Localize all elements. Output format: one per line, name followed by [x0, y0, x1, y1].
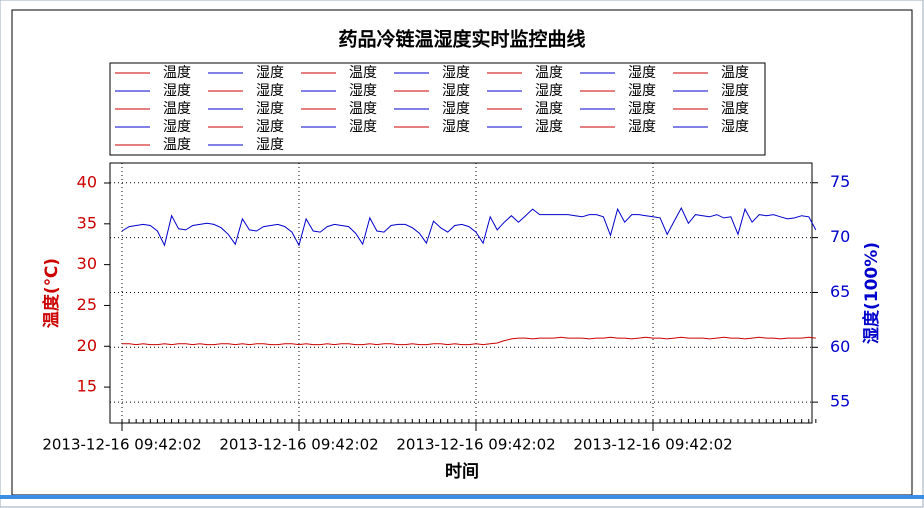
- bottom-bar: [0, 495, 924, 499]
- legend-label: 湿度: [349, 119, 377, 135]
- legend-label: 湿度: [442, 119, 470, 135]
- y2-axis-label: 湿度(100%): [861, 242, 882, 344]
- series-line: [122, 336, 816, 346]
- legend-label: 温度: [163, 137, 191, 153]
- legend-label: 温度: [349, 101, 377, 117]
- legend-label: 温度: [163, 101, 191, 117]
- y2-tick-label: 60: [830, 337, 850, 356]
- x-tick-label: 2013-12-16 09:42:02: [42, 436, 201, 454]
- y-axis-label: 温度(℃): [41, 258, 62, 328]
- legend-label: 湿度: [442, 101, 470, 117]
- legend-label: 湿度: [721, 119, 749, 135]
- legend-label: 湿度: [163, 119, 191, 135]
- legend-label: 湿度: [442, 65, 470, 81]
- y-tick-label: 20: [77, 336, 97, 355]
- y-tick-label: 35: [77, 213, 97, 232]
- legend-label: 温度: [721, 65, 749, 81]
- legend-label: 湿度: [628, 119, 656, 135]
- legend-label: 湿度: [256, 65, 284, 81]
- x-tick-label: 2013-12-16 09:42:02: [219, 436, 378, 454]
- y-tick-label: 30: [77, 254, 97, 273]
- legend-label: 湿度: [163, 83, 191, 99]
- legend-label: 湿度: [442, 83, 470, 99]
- legend-label: 温度: [535, 65, 563, 81]
- legend-label: 湿度: [256, 137, 284, 153]
- legend-label: 温度: [535, 101, 563, 117]
- x-tick-label: 2013-12-16 09:42:02: [396, 436, 555, 454]
- x-tick-label: 2013-12-16 09:42:02: [573, 436, 732, 454]
- legend-label: 湿度: [256, 83, 284, 99]
- legend-label: 温度: [163, 65, 191, 81]
- legend-label: 湿度: [721, 83, 749, 99]
- y2-tick-label: 55: [830, 392, 850, 411]
- y2-tick-label: 70: [830, 227, 850, 246]
- chart-title: 药品冷链温湿度实时监控曲线: [338, 28, 585, 51]
- legend-label: 湿度: [628, 101, 656, 117]
- y2-tick-label: 65: [830, 282, 850, 301]
- legend-label: 温度: [721, 101, 749, 117]
- series-line: [121, 206, 817, 247]
- y2-tick-label: 75: [830, 172, 850, 191]
- legend-label: 湿度: [256, 119, 284, 135]
- y-tick-label: 25: [77, 295, 97, 314]
- y-tick-label: 15: [77, 377, 97, 396]
- legend-label: 湿度: [349, 83, 377, 99]
- legend-label: 温度: [349, 65, 377, 81]
- y-tick-label: 40: [77, 173, 97, 192]
- legend-label: 湿度: [628, 83, 656, 99]
- x-axis-label: 时间: [445, 461, 479, 482]
- legend-label: 湿度: [535, 119, 563, 135]
- legend-label: 湿度: [256, 101, 284, 117]
- legend-label: 湿度: [628, 65, 656, 81]
- plot-frame: [109, 162, 813, 424]
- legend-label: 湿度: [535, 83, 563, 99]
